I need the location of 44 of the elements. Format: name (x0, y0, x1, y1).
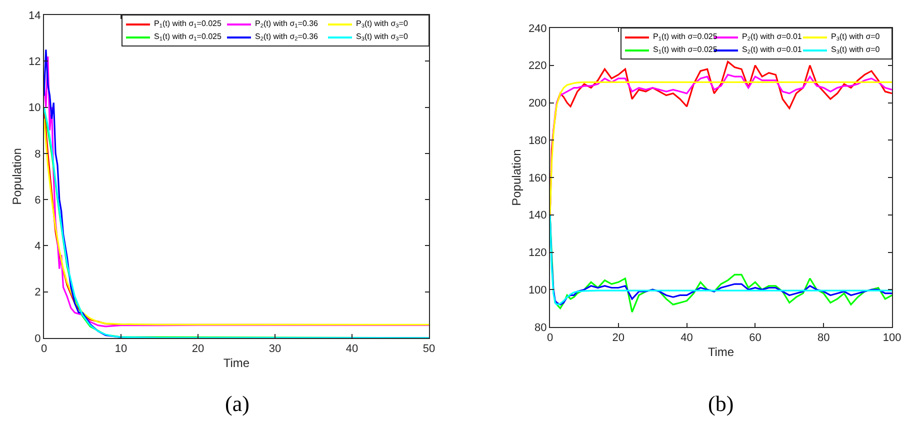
x-tick-label: 10 (114, 343, 128, 356)
legend-label: S$_{2}$(t) with σ=0.01 (742, 45, 802, 56)
y-tick-label: 120 (528, 247, 547, 260)
text: (a) (225, 391, 250, 416)
legend-label: P$_{3}$(t) with σ$_{3}$=0 (356, 19, 408, 30)
y-tick-label: 8 (34, 148, 41, 160)
y-tick-label: 160 (528, 172, 547, 184)
y-tick-label: 4 (34, 240, 41, 253)
x-axis-title: Time (708, 345, 734, 360)
y-tick-label: 140 (528, 210, 547, 222)
y-tick-label: 6 (34, 194, 41, 206)
y-tick-label: 200 (528, 98, 547, 110)
y-axis-title: Population (510, 149, 524, 206)
legend-label: P$_{1}$(t) with σ=0.025 (653, 32, 718, 43)
y-tick-label: 10 (28, 102, 41, 114)
legend-label: S$_{1}$(t) with σ=0.025 (653, 45, 718, 56)
legend-label: S$_{3}$(t) with σ=0 (831, 45, 880, 56)
legend-label: P$_{1}$(t) with σ$_{1}$=0.025 (154, 19, 222, 30)
y-tick-label: 2 (34, 286, 41, 299)
x-tick-label: 40 (346, 343, 358, 356)
x-tick-label: 100 (882, 332, 902, 344)
y-axis-title: Population (10, 148, 24, 205)
legend-label: S$_{3}$(t) with σ$_{3}$=0 (356, 32, 408, 43)
y-tick-label: 14 (28, 10, 41, 22)
x-tick-label: 40 (680, 332, 693, 344)
y-tick-label: 180 (528, 134, 547, 147)
x-tick-label: 80 (817, 332, 830, 344)
legend-label: S$_{2}$(t) with σ$_{2}$=0.36 (255, 32, 319, 43)
x-axis-title: Time (223, 356, 250, 370)
x-tick-label: 20 (192, 343, 204, 356)
y-tick-label: 220 (528, 60, 547, 72)
x-tick-label: 20 (612, 332, 625, 344)
text: (b) (708, 391, 734, 416)
x-tick-label: 50 (422, 343, 436, 356)
y-tick-label: 80 (534, 322, 547, 334)
y-tick-label: 100 (528, 284, 547, 296)
legend-label: P$_{3}$(t) with σ=0 (831, 32, 880, 43)
y-tick-label: 240 (528, 22, 547, 35)
x-tick-label: 60 (749, 332, 762, 344)
legend-label: P$_{2}$(t) with σ$_{1}$=0.36 (255, 19, 319, 30)
legend-label: S$_{1}$(t) with σ$_{1}$=0.025 (154, 32, 222, 43)
x-tick-label: 30 (268, 343, 282, 356)
y-tick-label: 12 (28, 56, 41, 68)
legend-label: P$_{2}$(t) with σ=0.01 (742, 32, 802, 43)
